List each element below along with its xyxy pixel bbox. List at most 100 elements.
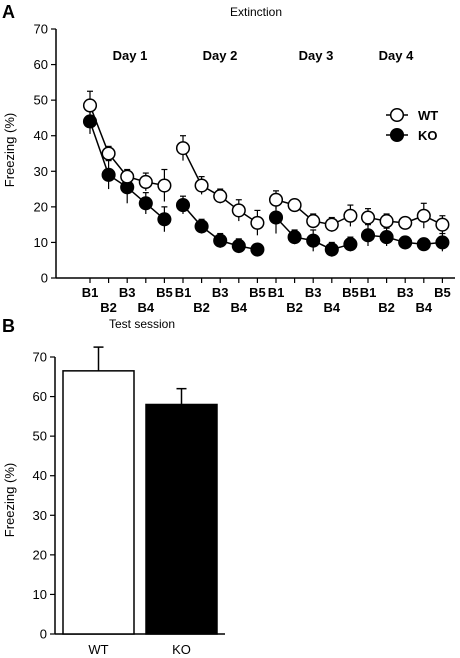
panel-a-point-wt	[101, 146, 116, 161]
panel-b-y-tick-label: 40	[33, 468, 47, 483]
panel-a-point-wt	[268, 192, 284, 207]
panel-b-category-label: KO	[172, 642, 191, 657]
panel-a-block-label: B2	[193, 300, 210, 315]
panel-a-point-ko	[101, 167, 116, 182]
panel-a-y-tick-label: 50	[34, 93, 48, 108]
panel-a-block-label: B3	[212, 285, 229, 300]
panel-a-day-label: Day 3	[299, 48, 334, 63]
panel-a-point-wt	[194, 178, 209, 193]
panel-a-series	[82, 90, 450, 257]
panel-a-point-wt	[324, 217, 339, 232]
panel-a-point-wt	[343, 208, 358, 223]
panel-a-y-tick-label: 40	[34, 128, 48, 143]
panel-a-point-ko	[194, 219, 209, 234]
panel-a-point-wt	[250, 215, 265, 230]
panel-a-y-tick-label: 60	[34, 57, 48, 72]
panel-a-point-wt	[213, 189, 228, 204]
panel-b-y-tick-label: 0	[40, 627, 47, 642]
panel-b-y-tick-label: 60	[33, 389, 47, 404]
panel-a-block-label: B4	[137, 300, 154, 315]
panel-a-point-ko	[435, 235, 450, 250]
panel-a-point-ko	[250, 242, 265, 257]
panel-a-point-ko	[306, 233, 321, 248]
panel-a-legend-label: KO	[418, 128, 438, 143]
panel-a-point-ko	[175, 198, 191, 213]
panel-a-y-axis-label: Freezing (%)	[2, 113, 17, 187]
panel-a-legend-marker	[389, 107, 405, 123]
panel-a-point-wt	[360, 210, 376, 225]
panel-a-block-label: B2	[378, 300, 395, 315]
panel-b-y-tick-label: 70	[33, 350, 47, 365]
panel-a-block-label: B1	[268, 285, 285, 300]
panel-a-block-label: B5	[342, 285, 359, 300]
panel-b-y-tick-label: 10	[33, 587, 47, 602]
panel-b-bar-ko	[145, 403, 218, 635]
panel-a-title: Extinction	[230, 5, 282, 19]
panel-b-category-label: WT	[88, 642, 108, 657]
panel-a-block-label: B3	[305, 285, 322, 300]
panel-b-bar-wt	[62, 370, 135, 635]
panel-a-point-wt	[231, 203, 246, 218]
panel-b-bars: WT KO	[62, 346, 218, 657]
panel-a-point-wt	[306, 214, 321, 229]
panel-a-block-label: B4	[230, 300, 247, 315]
panel-a-point-ko	[138, 196, 153, 211]
panel-a-point-ko	[379, 230, 394, 245]
panel-a-legend-marker	[389, 127, 405, 143]
panel-a-block-label: B4	[323, 300, 340, 315]
panel-a-point-ko	[360, 228, 376, 243]
panel-a-y-tick-label: 20	[34, 199, 48, 214]
panel-a-series-line-wt	[182, 147, 258, 224]
panel-b-y-axis-label: Freezing (%)	[2, 463, 17, 537]
panel-a-block-label: B5	[434, 285, 451, 300]
panel-a-block-label: B1	[82, 285, 99, 300]
panel-a-point-wt	[435, 217, 450, 232]
panel-a-block-label: B2	[100, 300, 117, 315]
panel-a-y-tick-label: 10	[34, 235, 48, 250]
panel-b-title: Test session	[109, 317, 175, 331]
panel-a-legend: WT KO	[386, 107, 438, 143]
panel-b-letter: B	[2, 316, 15, 336]
panel-a-point-wt	[287, 198, 302, 213]
panel-a-point-ko	[213, 233, 228, 248]
panel-a-point-wt	[398, 215, 413, 230]
panel-a-letter: A	[2, 2, 15, 22]
panel-a-day-labels: Day 1 Day 2 Day 3 Day 4	[113, 48, 414, 63]
panel-a-block-label: B2	[286, 300, 303, 315]
panel-a-y-tick-label: 70	[34, 22, 48, 37]
panel-a-legend-label: WT	[418, 108, 438, 123]
panel-a-point-ko	[287, 230, 302, 245]
panel-a-block-label: B1	[360, 285, 377, 300]
panel-a-day-label: Day 2	[203, 48, 238, 63]
panel-a-point-wt	[379, 214, 394, 229]
panel-a-point-wt	[82, 98, 98, 113]
panel-b-y-tick-label: 50	[33, 429, 47, 444]
panel-a-block-label: B3	[397, 285, 414, 300]
panel-a-block-label: B1	[175, 285, 192, 300]
panel-a-block-label: B4	[415, 300, 432, 315]
panel-a-point-ko	[343, 237, 358, 252]
panel-a-block-label: B3	[119, 285, 136, 300]
panel-a-block-label: B5	[249, 285, 266, 300]
panel-a-point-ko	[398, 235, 413, 250]
panel-a-point-ko	[324, 242, 339, 257]
panel-a-point-wt	[175, 141, 191, 156]
panel-a-day-label: Day 1	[113, 48, 148, 63]
panel-a-point-wt	[120, 169, 135, 184]
panel-a-point-wt	[157, 178, 172, 193]
panel-b-y-tick-label: 30	[33, 508, 47, 523]
panel-a-y-tick-label: 0	[41, 271, 48, 286]
panel-a-point-wt	[138, 174, 153, 190]
panel-a-y-tick-label: 30	[34, 164, 48, 179]
panel-b-y-tick-label: 20	[33, 547, 47, 562]
panel-a-point-ko	[157, 212, 172, 227]
panel-a-block-label: B5	[156, 285, 173, 300]
panel-a-day-label: Day 4	[379, 48, 414, 63]
panel-a-point-ko	[416, 237, 431, 252]
panel-a-point-ko	[268, 210, 284, 225]
panel-a-point-wt	[416, 208, 431, 223]
panel-a-axes: 0 10 20 30 40 50 60 70	[34, 22, 455, 286]
panel-a-point-ko	[231, 238, 246, 254]
